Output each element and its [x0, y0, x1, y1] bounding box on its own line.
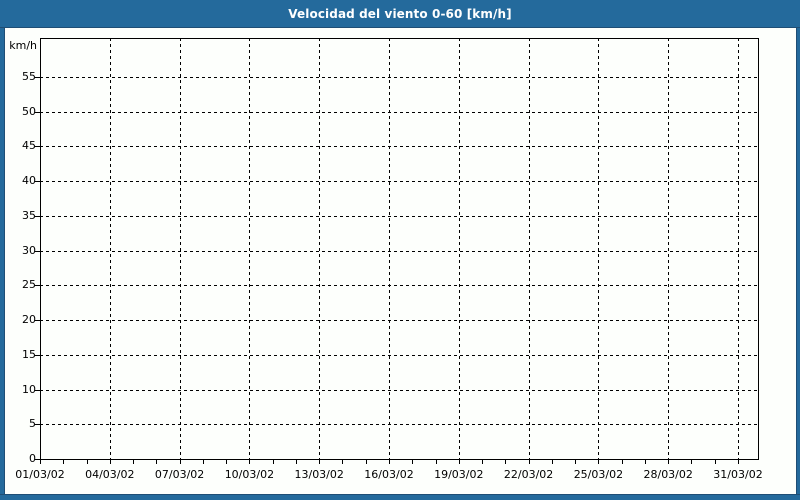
y-axis-tick-label: 50: [22, 104, 36, 118]
x-axis-tick-label: 01/03/02: [15, 468, 65, 481]
chart-title-bar: Velocidad del viento 0-60 [km/h]: [0, 0, 800, 28]
x-axis-tick-label: 22/03/02: [503, 468, 554, 481]
y-axis-tick-label: 15: [22, 347, 36, 361]
frame-border-bottom: [0, 494, 800, 500]
x-axis-tick-label: 28/03/02: [643, 468, 693, 481]
x-axis-tick-label: 10/03/02: [224, 468, 275, 481]
x-axis-tick-label: 16/03/02: [364, 468, 414, 481]
y-axis-unit-label: km/h: [9, 39, 37, 52]
y-axis-tick-label: 0: [29, 452, 36, 465]
x-axis-tick-label: 13/03/02: [294, 468, 344, 481]
frame-border-right: [796, 28, 800, 500]
y-axis-tick-label: 5: [29, 417, 36, 431]
frame-border-left: [0, 28, 5, 500]
x-axis-tick-label: 19/03/02: [434, 468, 484, 481]
y-axis-tick-label: 45: [22, 139, 36, 153]
y-axis-tick-label: 25: [22, 278, 36, 292]
y-axis-tick-label: 30: [22, 243, 36, 257]
y-axis-tick-label: 55: [22, 69, 36, 83]
x-axis-tick-label: 07/03/02: [154, 468, 205, 481]
x-axis-tick-label: 04/03/02: [85, 468, 135, 481]
plot-area-grid: [35, 38, 759, 464]
y-axis-tick-label: 20: [22, 313, 36, 327]
chart-title: Velocidad del viento 0-60 [km/h]: [288, 6, 512, 21]
x-axis-tick-label: 31/03/02: [713, 468, 763, 481]
y-axis-tick-label: 40: [22, 174, 36, 188]
y-axis-tick-label: 10: [22, 382, 36, 396]
y-axis-tick-label: 35: [22, 208, 36, 222]
x-axis-tick-label: 25/03/02: [573, 468, 624, 481]
